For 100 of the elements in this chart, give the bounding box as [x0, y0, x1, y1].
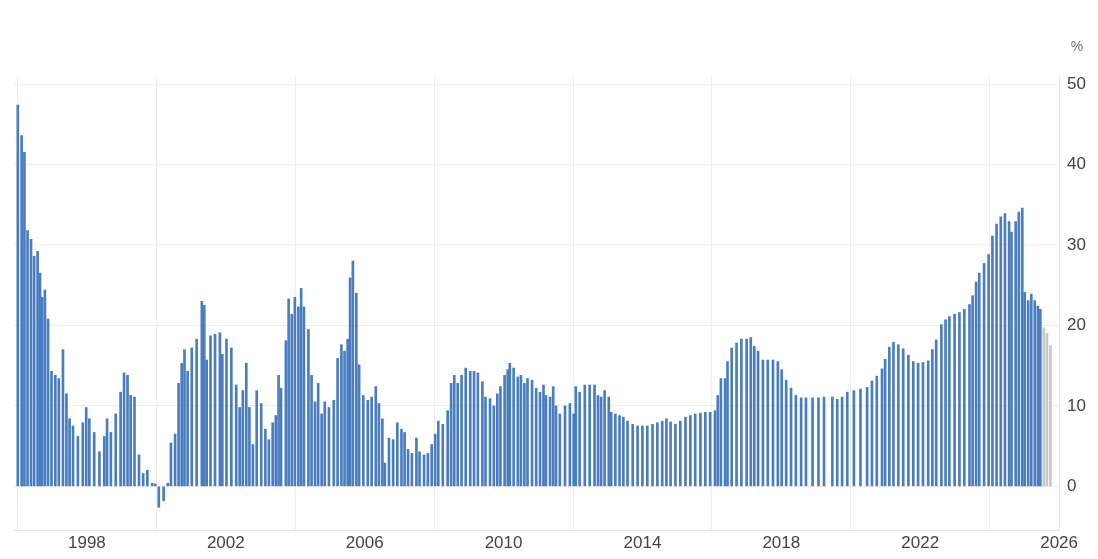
- bar: [366, 399, 370, 487]
- bar: [508, 362, 512, 487]
- x-tick-label: 2002: [206, 533, 245, 553]
- x-tick-label: 2026: [1040, 533, 1078, 553]
- bar: [636, 425, 639, 487]
- bar: [574, 386, 578, 487]
- bar: [374, 386, 378, 487]
- bar: [114, 413, 118, 487]
- bar: [361, 395, 365, 487]
- bar: [626, 420, 629, 487]
- bar: [892, 341, 895, 487]
- bar: [730, 347, 734, 487]
- y-tick-label: 50: [1067, 73, 1087, 93]
- bar: [481, 381, 484, 487]
- bar: [157, 486, 161, 508]
- bar: [225, 338, 228, 487]
- bar: [669, 421, 672, 487]
- bar: [907, 354, 910, 487]
- bar: [323, 401, 327, 487]
- x-tick-label: 1998: [68, 533, 106, 553]
- bar: [146, 469, 149, 487]
- bar: [944, 319, 947, 487]
- bar: [452, 374, 456, 487]
- bar: [740, 338, 743, 487]
- bar: [16, 104, 20, 487]
- bar: [817, 397, 820, 487]
- bar: [133, 396, 136, 487]
- y-tick-label: 40: [1067, 154, 1087, 174]
- bar: [911, 361, 915, 487]
- y-tick-label: 10: [1067, 395, 1087, 415]
- bar: [678, 420, 682, 487]
- bar: [551, 386, 555, 487]
- bar: [512, 367, 515, 487]
- bar: [1017, 211, 1021, 487]
- bar: [1042, 327, 1046, 487]
- bar: [395, 422, 399, 487]
- bar: [190, 347, 194, 487]
- bar: [831, 396, 834, 487]
- bar: [749, 337, 753, 487]
- x-tick-label: 2010: [484, 533, 523, 553]
- bar: [875, 375, 879, 487]
- bar: [674, 424, 677, 487]
- bar: [934, 339, 938, 487]
- bar: [897, 344, 900, 487]
- x-tick-label: 2014: [623, 533, 662, 553]
- bar: [901, 348, 905, 487]
- bar: [618, 415, 621, 487]
- bar: [735, 342, 738, 487]
- y-axis-title: %: [1070, 37, 1084, 54]
- bar: [699, 412, 702, 487]
- bar: [244, 362, 248, 487]
- bar: [436, 420, 440, 487]
- bar: [583, 384, 587, 487]
- bar: [542, 384, 545, 487]
- bar: [255, 390, 259, 487]
- x-tick-label: 2018: [762, 533, 801, 553]
- bar: [84, 407, 88, 487]
- bar: [835, 399, 839, 487]
- bar: [98, 451, 101, 487]
- bar: [962, 309, 966, 487]
- bar: [468, 370, 472, 487]
- bar: [651, 424, 654, 487]
- bar: [126, 374, 129, 487]
- bar: [403, 432, 406, 487]
- bar: [53, 374, 57, 487]
- bar: [1029, 293, 1033, 487]
- bar: [953, 313, 956, 487]
- bar: [464, 367, 468, 487]
- bar: [340, 344, 343, 487]
- bar: [703, 411, 707, 487]
- bar: [784, 379, 788, 487]
- bar: [614, 413, 617, 487]
- bar: [811, 397, 814, 487]
- bar: [92, 432, 96, 487]
- y-tick-label: 30: [1067, 234, 1087, 254]
- bar: [999, 216, 1003, 487]
- bar: [766, 359, 770, 487]
- bar: [234, 384, 238, 487]
- bar: [195, 338, 198, 487]
- bar: [534, 387, 538, 487]
- bar: [656, 422, 659, 487]
- x-tick-label: 2006: [345, 533, 384, 553]
- x-tick-label: 2022: [901, 533, 940, 553]
- y-tick-label: 20: [1067, 315, 1087, 335]
- y-tick-label: 0: [1067, 476, 1077, 496]
- bar: [150, 482, 154, 487]
- bar: [631, 424, 635, 487]
- bar: [745, 338, 748, 487]
- bar: [277, 374, 280, 487]
- bar: [859, 388, 862, 487]
- bar: [36, 251, 39, 487]
- bar: [977, 272, 981, 487]
- bar: [887, 346, 891, 487]
- bar: [660, 420, 664, 487]
- bar: [622, 416, 625, 487]
- bar: [603, 390, 606, 487]
- bar: [259, 403, 263, 487]
- bar: [645, 425, 649, 487]
- bar: [209, 335, 212, 487]
- bar: [693, 413, 697, 487]
